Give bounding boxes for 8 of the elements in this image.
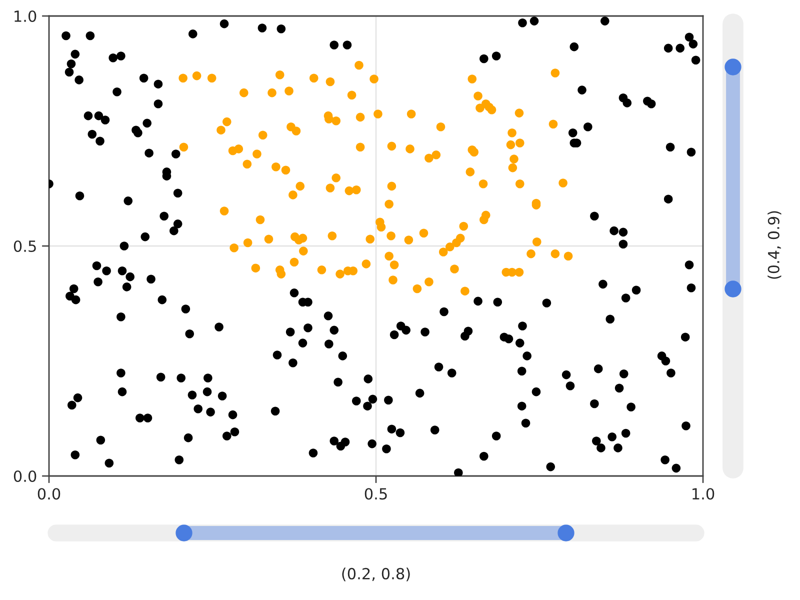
text: (0.4, 0.9) [768,211,782,279]
x-tick-label: 0.0 [38,488,60,500]
text: (0.2, 0.8) [342,568,410,582]
y-tick-label: 1.0 [14,10,36,22]
x-tick-label: 0.5 [364,488,387,500]
x-tick-label: 1.0 [692,488,714,500]
y-tick-label: 0.0 [14,470,36,482]
y-tick-label: 0.5 [14,240,36,252]
